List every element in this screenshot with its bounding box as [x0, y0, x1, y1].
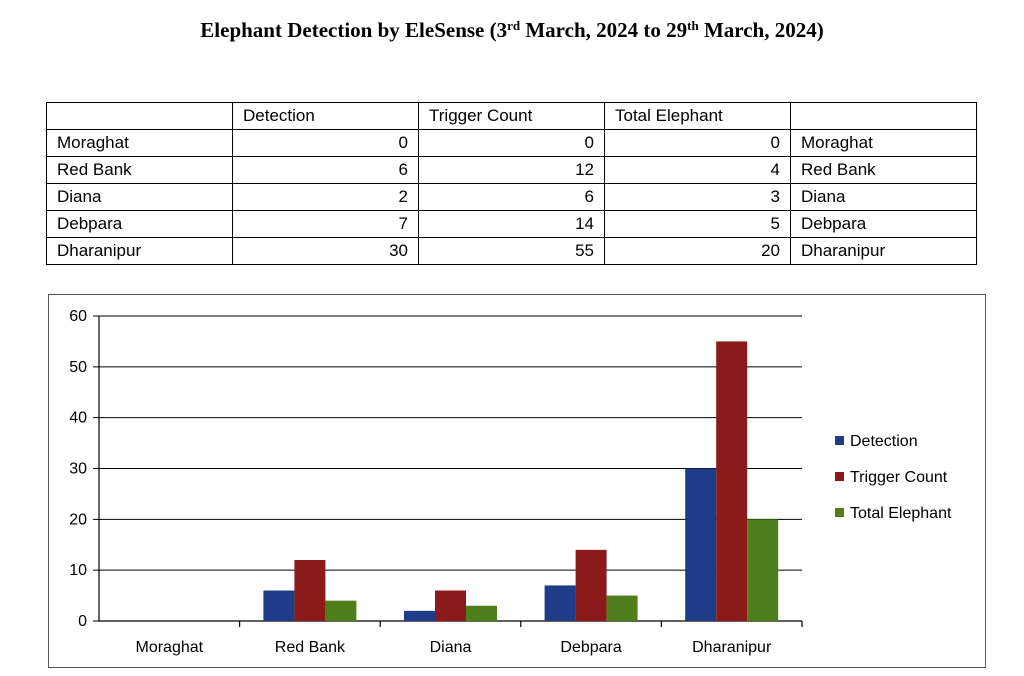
table-cell-location-repeat: Red Bank	[790, 156, 977, 184]
table-cell-detection: 2	[232, 183, 419, 211]
table-cell-detection: 30	[232, 237, 419, 265]
table-header-cell: Total Elephant	[604, 102, 791, 130]
table-cell-location: Moraghat	[46, 129, 233, 157]
bar-detection	[544, 585, 576, 621]
table-cell-detection: 6	[232, 156, 419, 184]
bar-trigger-count	[294, 560, 326, 621]
table-cell-trigger-count: 6	[418, 183, 605, 211]
table-row: Debpara 7 14 5 Debpara	[46, 210, 977, 238]
table-cell-trigger-count: 14	[418, 210, 605, 238]
table-row: Diana 2 6 3 Diana	[46, 183, 977, 211]
legend-swatch	[835, 436, 844, 445]
x-tick-label: Dharanipur	[692, 639, 772, 656]
table-cell-trigger-count: 0	[418, 129, 605, 157]
x-tick-label: Debpara	[560, 639, 621, 656]
table-cell-trigger-count: 55	[418, 237, 605, 265]
y-tick-label: 30	[69, 461, 87, 478]
table-cell-location: Dharanipur	[46, 237, 233, 265]
data-table: Detection Trigger Count Total Elephant M…	[46, 102, 977, 265]
table-cell-detection: 0	[232, 129, 419, 157]
bar-trigger-count	[575, 549, 607, 621]
legend-label: Trigger Count	[850, 469, 948, 486]
table-cell-location: Debpara	[46, 210, 233, 238]
x-tick-label: Moraghat	[136, 639, 204, 656]
legend-swatch	[835, 472, 844, 481]
bar-trigger-count	[716, 341, 748, 621]
table-cell-total-elephant: 20	[604, 237, 791, 265]
bar-detection	[263, 590, 295, 621]
document-title: Elephant Detection by EleSense (3rd Marc…	[0, 18, 1024, 43]
bar-chart-frame: 0 10 20 30 40 50 60 Moraghat Red Bank Diana Debpar…	[48, 294, 986, 668]
y-tick-label: 40	[69, 410, 87, 427]
title-part-1: Elephant Detection by EleSense (3	[200, 18, 508, 42]
x-tick-label: Diana	[430, 639, 472, 656]
table-cell-location-repeat: Debpara	[790, 210, 977, 238]
bar-detection	[685, 468, 717, 621]
table-header-cell	[790, 102, 977, 130]
table-row: Red Bank 6 12 4 Red Bank	[46, 156, 977, 184]
table-cell-total-elephant: 5	[604, 210, 791, 238]
title-superscript-1: rd	[507, 18, 521, 33]
table-cell-total-elephant: 4	[604, 156, 791, 184]
table-header-cell: Trigger Count	[418, 102, 605, 130]
table-cell-trigger-count: 12	[418, 156, 605, 184]
title-part-2: March, 2024 to 29	[520, 18, 688, 42]
table-cell-total-elephant: 0	[604, 129, 791, 157]
y-tick-label: 50	[69, 359, 87, 376]
table-cell-location-repeat: Diana	[790, 183, 977, 211]
legend-swatch	[835, 508, 844, 517]
legend-label: Total Elephant	[850, 505, 952, 522]
y-tick-label: 20	[69, 511, 87, 528]
table-header-cell	[46, 102, 233, 130]
bar-chart: 0 10 20 30 40 50 60 Moraghat Red Bank Diana Debpar…	[69, 308, 952, 656]
table-cell-location: Red Bank	[46, 156, 233, 184]
table-cell-detection: 7	[232, 210, 419, 238]
bar-total-elephant	[747, 519, 779, 621]
bar-trigger-count	[435, 590, 466, 621]
table-row: Dharanipur 30 55 20 Dharanipur	[46, 237, 977, 265]
table-cell-total-elephant: 3	[604, 183, 791, 211]
title-part-3: March, 2024)	[698, 18, 824, 42]
y-tick-label: 0	[78, 613, 87, 630]
x-tick-label: Red Bank	[275, 639, 346, 656]
table-header-cell: Detection	[232, 102, 419, 130]
legend-label: Detection	[850, 433, 918, 450]
table-header-row: Detection Trigger Count Total Elephant	[46, 102, 977, 130]
bar-total-elephant	[606, 595, 638, 621]
table-cell-location-repeat: Moraghat	[790, 129, 977, 157]
y-tick-label: 60	[69, 308, 87, 325]
table-cell-location-repeat: Dharanipur	[790, 237, 977, 265]
bar-total-elephant	[466, 605, 497, 621]
bar-total-elephant	[325, 600, 357, 621]
table-row: Moraghat 0 0 0 Moraghat	[46, 129, 977, 157]
y-tick-label: 10	[69, 562, 87, 579]
bar-detection	[404, 610, 435, 621]
table-cell-location: Diana	[46, 183, 233, 211]
title-superscript-2: th	[687, 18, 699, 33]
